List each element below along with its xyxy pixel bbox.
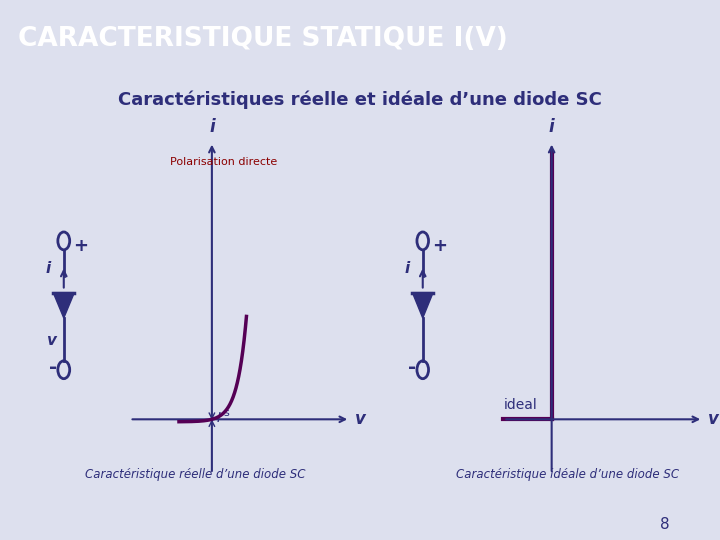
Polygon shape: [53, 293, 74, 318]
Text: ideal: ideal: [503, 398, 537, 412]
Text: v: v: [708, 410, 719, 428]
Text: +: +: [73, 237, 88, 255]
Text: I: I: [217, 411, 221, 425]
Text: i: i: [209, 118, 215, 136]
Text: Caractéristique réelle d’une diode SC: Caractéristique réelle d’une diode SC: [85, 468, 306, 481]
Polygon shape: [413, 293, 433, 318]
Text: i: i: [405, 261, 410, 275]
Text: Caractéristique idéale d’une diode SC: Caractéristique idéale d’une diode SC: [456, 468, 680, 481]
Text: Caractéristiques réelle et idéale d’une diode SC: Caractéristiques réelle et idéale d’une …: [118, 90, 602, 109]
Text: v: v: [355, 410, 366, 428]
Text: v: v: [45, 333, 55, 348]
Text: 8: 8: [660, 517, 670, 532]
Text: -: -: [49, 358, 57, 377]
Text: CARACTERISTIQUE STATIQUE I(V): CARACTERISTIQUE STATIQUE I(V): [18, 26, 508, 52]
Text: +: +: [432, 237, 447, 255]
Text: i: i: [45, 261, 51, 275]
Text: i: i: [549, 118, 554, 136]
Text: s: s: [223, 408, 229, 418]
Text: -: -: [408, 358, 416, 377]
Text: Polarisation directe: Polarisation directe: [170, 157, 277, 167]
